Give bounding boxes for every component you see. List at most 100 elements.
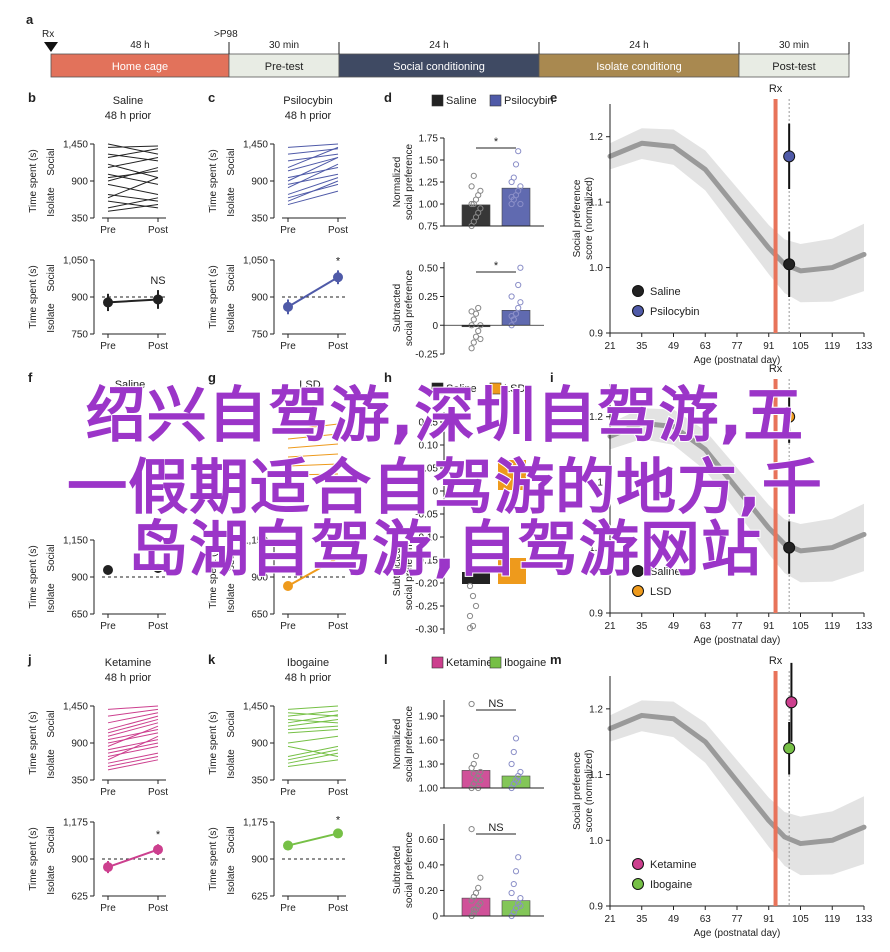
panel-b-upper-y-tick-label-2: 1,450 bbox=[63, 140, 88, 151]
panel-g-lower-y-tick-label-1: 900 bbox=[251, 573, 268, 584]
panel-c-title: Psilocybin bbox=[283, 95, 333, 107]
panel-m-x-tick-label-3: 63 bbox=[700, 914, 712, 925]
panel-k-lower-x-label-post: Post bbox=[328, 903, 348, 914]
panel-b-lower-y-tick-label-0: 750 bbox=[71, 330, 88, 341]
panel-l-legend-swatch-0 bbox=[431, 656, 444, 669]
panel-c-upper-pair-line-4 bbox=[287, 156, 339, 172]
panel-g-pair-line-3 bbox=[287, 453, 339, 458]
panel-k-upper-pair-line-4 bbox=[287, 714, 339, 724]
panel-d-legend-label-0: Saline bbox=[446, 95, 477, 107]
panel-d-legend-label-1: Psilocybin bbox=[504, 95, 554, 107]
panel-f-lower-ylabel-isolate: Isolate bbox=[46, 583, 57, 613]
panel-c-lower-annotation: * bbox=[336, 255, 341, 267]
panel-letter-a: a bbox=[26, 12, 34, 27]
panel-e-y-tick-label-1: 1.0 bbox=[589, 263, 603, 274]
panel-b-lower-ylabel-social: Social bbox=[46, 264, 57, 291]
panel-k-lower-y-tick-label-0: 625 bbox=[251, 892, 268, 903]
panel-b-upper-ylabel-isolate: Isolate bbox=[46, 187, 57, 217]
panel-h-y-tick-label-3: 0 bbox=[432, 487, 438, 498]
panel-g-pair-line-1 bbox=[287, 433, 339, 440]
panel-f-mean-point-0 bbox=[103, 565, 113, 575]
panel-l-lower-dot-1-2 bbox=[512, 905, 520, 912]
panel-f-lower-y-tick-label-2: 1,150 bbox=[63, 536, 88, 547]
panel-l-lower-dot-1-9 bbox=[517, 902, 524, 909]
panel-e-legend-marker-1 bbox=[632, 305, 644, 317]
panel-d-upper-y-tick-label-4: 1.75 bbox=[419, 134, 439, 145]
panel-c-upper-x-label-pre: Pre bbox=[280, 225, 296, 236]
panel-letter-h: h bbox=[384, 370, 392, 385]
panel-d-lower-dot-1-10 bbox=[508, 312, 515, 320]
panel-f-lower-x-label-pre: Pre bbox=[100, 621, 116, 632]
panel-g-pair-line-2 bbox=[287, 443, 339, 449]
panel-b-upper-x-label-pre: Pre bbox=[100, 225, 116, 236]
timeline-rx-label: Rx bbox=[42, 29, 54, 40]
panel-l-lower-y-tick-label-2: 0.40 bbox=[419, 860, 439, 871]
panel-j-upper-y-tick-label-2: 1,450 bbox=[63, 702, 88, 713]
panel-k-lower-y-tick-label-1: 900 bbox=[251, 855, 268, 866]
panel-h-dot-outlier bbox=[466, 624, 474, 632]
panel-b-title: Saline bbox=[113, 95, 144, 107]
panel-e-legend-label-0: Saline bbox=[650, 286, 681, 298]
panel-d-upper-dot-1-6 bbox=[510, 174, 517, 181]
panel-e-legend-label-1: Psilocybin bbox=[650, 306, 700, 318]
panel-j-upper-ylabel-isolate: Isolate bbox=[46, 749, 57, 779]
panel-d-lower-dot-0-1 bbox=[470, 339, 477, 346]
panel-m-y-tick-label-3: 1.2 bbox=[589, 704, 603, 715]
panel-m-legend-marker-1 bbox=[632, 878, 644, 890]
panel-m-x-tick-label-6: 105 bbox=[792, 914, 809, 925]
panel-b-upper-pair-line-8 bbox=[107, 167, 159, 182]
panel-j-upper-pair-line-2 bbox=[107, 712, 159, 724]
panel-j-upper-pair-line-6 bbox=[107, 729, 159, 741]
panel-e-y-tick-label-0: 0.9 bbox=[589, 329, 603, 340]
panel-e-x-tick-label-4: 77 bbox=[731, 341, 743, 352]
panel-j-upper-ylabel-social: Social bbox=[46, 710, 57, 737]
panel-h-y-tick-label-5: -0.10 bbox=[415, 533, 438, 544]
panel-c-upper-pair-line-9 bbox=[287, 177, 339, 195]
panel-e-ylabel-2: score (normalized) bbox=[584, 177, 595, 260]
panel-i-x-tick-label-3: 63 bbox=[700, 621, 712, 632]
panel-i-x-tick-label-1: 35 bbox=[636, 621, 648, 632]
timeline-phase-label-4: Post-test bbox=[772, 61, 815, 73]
panel-e-rx-line bbox=[773, 99, 778, 333]
panel-letter-g: g bbox=[208, 370, 216, 385]
panel-h-dot-0 bbox=[466, 582, 474, 590]
panel-k-subtitle: 48 h prior bbox=[285, 672, 332, 684]
panel-k-upper-pair-line-5 bbox=[287, 718, 339, 727]
panel-i-rx-label: Rx bbox=[769, 363, 783, 375]
panel-j-upper-pair-line-11 bbox=[107, 745, 159, 757]
panel-l-upper-dot-1-7 bbox=[512, 735, 520, 742]
panel-k-upper-y-tick-label-0: 350 bbox=[251, 776, 268, 787]
panel-d-upper-dot-1-7 bbox=[512, 161, 520, 168]
panel-i-confidence-band bbox=[610, 408, 864, 583]
panel-b-upper-ylabel: Time spent (s) bbox=[28, 149, 39, 213]
panel-k-lower-mean-point-1 bbox=[333, 828, 343, 839]
panel-d-lower-dot-1-3 bbox=[515, 304, 522, 312]
panel-e-x-tick-label-3: 63 bbox=[700, 341, 712, 352]
panel-c-upper-ylabel-social: Social bbox=[226, 148, 237, 175]
panel-c-lower-mean-line bbox=[287, 276, 339, 308]
panel-b-upper-pair-line-10 bbox=[107, 193, 159, 202]
panel-b-upper-pair-line-12 bbox=[107, 200, 159, 209]
panel-i-point-0 bbox=[783, 541, 796, 554]
panel-k-upper-pair-line-13 bbox=[287, 759, 339, 768]
panel-l-lower-dot-0-11 bbox=[470, 906, 477, 913]
panel-j-lower-x-label-post: Post bbox=[148, 903, 168, 914]
panel-e-y-tick-label-2: 1.1 bbox=[589, 198, 603, 209]
panel-h-y-tick-label-0: 0.15 bbox=[419, 418, 439, 429]
panel-letter-b: b bbox=[28, 90, 36, 105]
panel-i-y-tick-label-2: 1.1 bbox=[589, 478, 603, 489]
panel-b-upper-pair-line-13 bbox=[107, 197, 159, 209]
panel-l-upper-dot-0-6 bbox=[470, 760, 477, 768]
panel-j-lower-y-tick-label-2: 1,175 bbox=[63, 818, 88, 829]
panel-l-lower-dot-0-4 bbox=[477, 900, 484, 907]
panel-c-upper-pair-line-12 bbox=[287, 190, 339, 206]
panel-d-upper-y-tick-label-1: 1.00 bbox=[419, 200, 439, 211]
panel-c-upper-pair-line-1 bbox=[287, 148, 339, 155]
panel-j-title: Ketamine bbox=[105, 657, 151, 669]
panel-d-upper-bar-1 bbox=[501, 187, 531, 227]
panel-b-lower-annotation: NS bbox=[150, 275, 165, 287]
panel-f-mean-point-1 bbox=[153, 563, 163, 573]
timeline-duration-0: 48 h bbox=[130, 40, 149, 51]
panel-c-upper-pair-line-8 bbox=[287, 163, 339, 189]
panel-c-upper-pair-line-11 bbox=[287, 180, 339, 202]
